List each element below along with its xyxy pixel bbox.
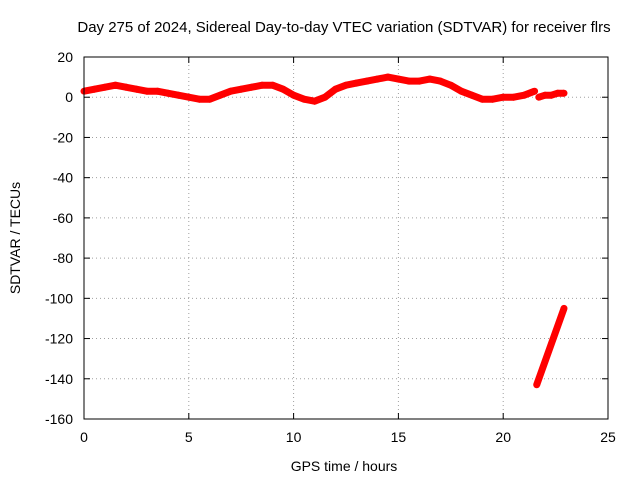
y-tick-label: 0 <box>65 89 73 105</box>
data-point <box>554 89 562 97</box>
data-point <box>185 93 193 101</box>
data-point <box>164 89 172 97</box>
x-tick-label: 0 <box>80 429 88 445</box>
data-point <box>520 91 528 99</box>
data-point <box>132 85 140 93</box>
grid-lines <box>84 57 608 419</box>
y-tick-label: 20 <box>57 49 73 65</box>
x-tick-label: 15 <box>391 429 407 445</box>
y-tick-label: -60 <box>53 210 73 226</box>
data-point <box>91 85 98 93</box>
data-point <box>269 81 277 89</box>
chart-title: Day 275 of 2024, Sidereal Day-to-day VTE… <box>77 19 610 36</box>
y-tick-label: -140 <box>45 371 73 387</box>
x-tick-label: 10 <box>286 429 302 445</box>
y-axis-label: SDTVAR / TECUs <box>7 182 23 294</box>
data-point <box>153 87 161 95</box>
data-point <box>363 77 371 85</box>
data-point <box>373 75 381 83</box>
data-point <box>394 75 402 83</box>
data-point <box>384 73 392 81</box>
series-line <box>533 307 568 386</box>
data-point <box>248 83 256 91</box>
data-point <box>436 77 444 85</box>
data-point <box>206 95 214 103</box>
data-point <box>300 95 308 103</box>
data-point <box>321 93 329 101</box>
y-tick-label: -40 <box>53 170 73 186</box>
data-point <box>533 381 541 389</box>
x-tick-label: 20 <box>495 429 511 445</box>
data-point <box>531 87 539 95</box>
data-point <box>468 91 476 99</box>
data-point <box>237 85 245 93</box>
data-point <box>353 79 360 87</box>
data-point <box>122 83 130 91</box>
x-axis-label: GPS time / hours <box>291 458 398 474</box>
data-point <box>426 75 434 83</box>
data-point <box>489 95 497 103</box>
data-point <box>560 89 568 97</box>
data-point <box>101 83 109 91</box>
y-tick-label: -80 <box>53 250 73 266</box>
data-point <box>111 81 119 89</box>
data-point <box>311 97 319 105</box>
x-ticks: 0 5 10 15 20 25 <box>80 57 616 445</box>
data-point <box>174 91 182 99</box>
data-point <box>510 93 518 101</box>
data-point <box>216 91 224 99</box>
y-tick-label: -160 <box>45 411 73 427</box>
y-tick-label: -120 <box>45 331 73 347</box>
data-point <box>447 81 455 89</box>
data-point <box>279 85 287 93</box>
plot-frame <box>83 56 609 420</box>
y-ticks: 20 0 -20 -40 -60 -80 -100 -120 -140 -160 <box>45 49 608 427</box>
data-point <box>258 81 266 89</box>
data-point <box>342 81 350 89</box>
data-point <box>541 91 549 99</box>
data-point <box>143 87 151 95</box>
data-point <box>227 87 235 95</box>
y-tick-label: -100 <box>45 290 73 306</box>
x-tick-label: 25 <box>600 429 616 445</box>
series-group <box>80 73 568 389</box>
x-tick-label: 5 <box>185 429 193 445</box>
data-point <box>415 77 423 85</box>
data-point <box>405 77 413 85</box>
data-point <box>478 95 486 103</box>
data-point <box>547 91 555 99</box>
data-point <box>332 85 339 93</box>
data-point <box>499 93 507 101</box>
data-point <box>560 304 568 312</box>
y-tick-label: -20 <box>53 129 73 145</box>
data-point <box>535 93 543 101</box>
data-point <box>195 95 203 103</box>
data-point <box>290 91 298 99</box>
series-line <box>83 73 536 105</box>
data-point <box>457 87 465 95</box>
